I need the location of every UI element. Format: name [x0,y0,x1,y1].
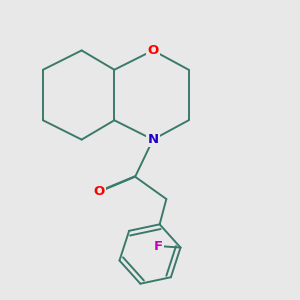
Text: F: F [154,240,163,253]
Text: O: O [147,44,159,57]
Text: N: N [147,133,158,146]
Text: O: O [94,185,105,198]
